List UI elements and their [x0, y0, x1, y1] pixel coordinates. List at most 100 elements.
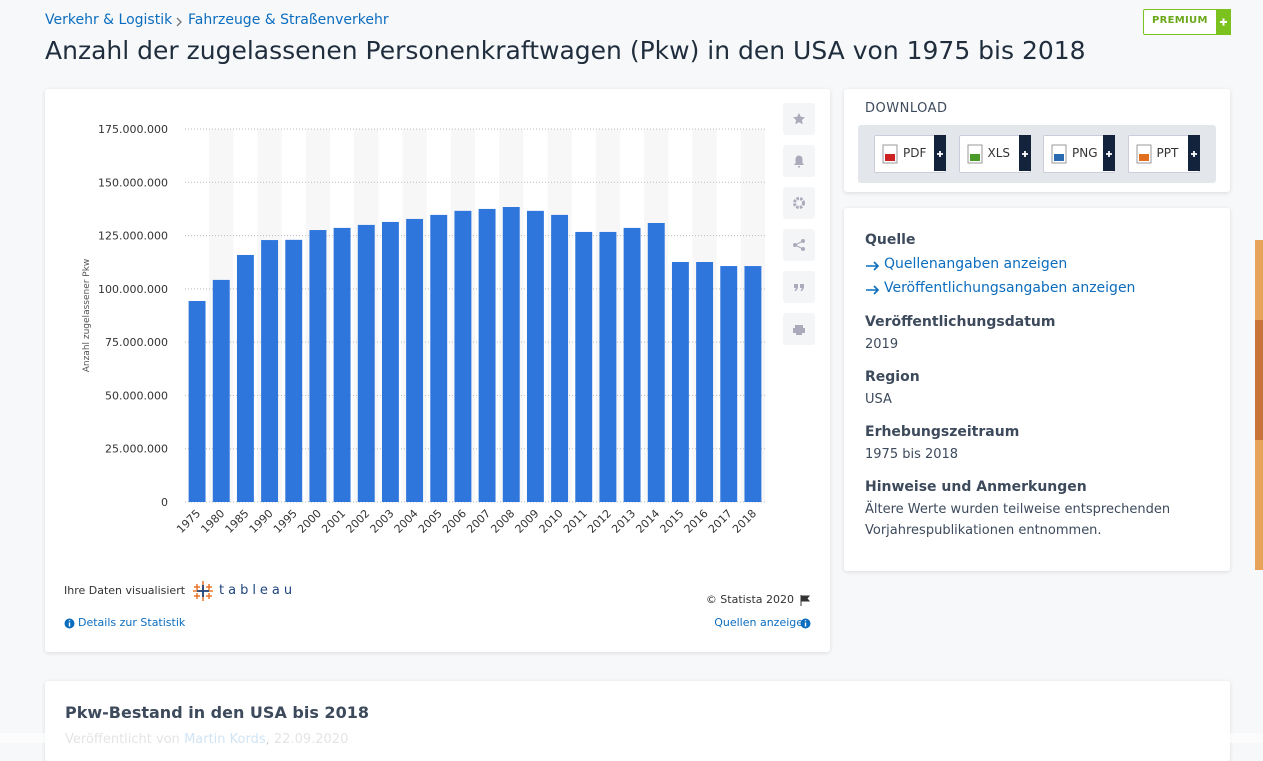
source-heading: Quelle: [865, 232, 916, 248]
file-icon: [1136, 144, 1151, 164]
bar: [261, 240, 279, 502]
info-text: 1975 bis 2018: [865, 447, 959, 462]
download-card: DOWNLOAD PDF XLS PNG PPT: [844, 89, 1230, 192]
x-tick-label: 2010: [537, 507, 566, 536]
x-tick-label: 2011: [561, 507, 590, 536]
file-icon: [882, 144, 898, 164]
source-link[interactable]: Veröffentlichungsangaben anzeigen: [884, 280, 1136, 296]
bar: [236, 254, 254, 502]
share-icon: [793, 239, 805, 251]
x-tick-label: 2000: [295, 507, 324, 536]
breadcrumb-link[interactable]: Verkehr & Logistik: [45, 12, 173, 28]
bar: [406, 218, 424, 502]
info-card: Quelle Quellenangaben anzeigen Veröffentl…: [844, 208, 1230, 571]
x-tick-label: 2014: [633, 507, 662, 536]
settings-button[interactable]: [783, 187, 815, 219]
related-title: Pkw-Bestand in den USA bis 2018: [65, 703, 369, 722]
x-tick-label: 2005: [416, 507, 445, 536]
bar: [502, 207, 520, 502]
download-button[interactable]: PPT: [1127, 135, 1200, 173]
bar: [744, 266, 762, 502]
file-badge: [1054, 154, 1064, 161]
bar: [478, 208, 496, 502]
favorite-button[interactable]: [783, 103, 815, 135]
tableau-logo: [193, 581, 213, 601]
plus-sign: [1190, 151, 1197, 157]
bar: [647, 222, 665, 502]
page: Statista {"breadcrumb": ["Verkehr & Logi…: [0, 9, 1263, 747]
tableau-wordmark: tableau: [219, 583, 297, 598]
x-tick-label: 2001: [319, 507, 348, 536]
plus-sign: [1021, 151, 1028, 157]
copyright: © Statista 2020: [705, 593, 794, 606]
info-heading: Erhebungszeitraum: [865, 424, 1020, 440]
bar: [430, 214, 448, 502]
file-icon: [967, 144, 982, 164]
x-tick-label: 2003: [368, 507, 397, 536]
x-tick-label: 2002: [343, 507, 372, 536]
x-tick-label: 1975: [174, 507, 203, 536]
fade: [0, 733, 1263, 743]
y-tick-label: 50.000.000: [105, 389, 168, 402]
y-axis-title: Anzahl zugelassener Pkw: [82, 259, 92, 373]
bar: [696, 262, 714, 502]
y-tick-label: 175.000.000: [98, 123, 168, 136]
x-tick-label: 2007: [464, 507, 493, 536]
download-label: PDF: [903, 146, 927, 160]
x-tick-label: 2018: [730, 507, 759, 536]
premium-plus: [1216, 9, 1231, 35]
file-icon: [1051, 144, 1067, 164]
download-button[interactable]: XLS: [958, 135, 1031, 173]
share-button[interactable]: [783, 229, 815, 261]
x-tick-label: 2004: [392, 507, 421, 536]
premium-button[interactable]: PREMIUM: [1143, 9, 1231, 35]
cite-button[interactable]: [783, 271, 815, 303]
x-tick-label: 2013: [609, 507, 638, 536]
x-tick-label: 2006: [440, 507, 469, 536]
x-tick-label: 2008: [488, 507, 517, 536]
print-button[interactable]: [783, 313, 815, 345]
info-icon: [800, 618, 811, 629]
sources-link[interactable]: Quellen anzeigen: [714, 616, 810, 629]
bar: [381, 221, 399, 502]
download-button[interactable]: PDF: [874, 135, 946, 173]
x-tick-label: 2009: [513, 507, 542, 536]
file-badge: [969, 154, 980, 161]
flag-icon: [800, 595, 811, 606]
bar: [720, 266, 738, 502]
chart-card: 0 25.000.000 50.000.000 75.000.000 100.000.0…: [45, 89, 830, 652]
x-tick-label: 1990: [247, 507, 276, 536]
file-badge: [885, 154, 895, 161]
bar: [623, 227, 641, 502]
plus-sign: [1106, 151, 1112, 157]
bar: [333, 227, 351, 502]
bar: [188, 301, 206, 502]
x-tick-label: 1980: [198, 507, 227, 536]
breadcrumb-link[interactable]: Fahrzeuge & Straßenverkehr: [188, 12, 389, 28]
y-tick-label: 150.000.000: [98, 176, 168, 189]
bar: [357, 224, 375, 502]
info-text: 2019: [865, 337, 899, 352]
info-text: Ältere Werte wurden teilweise entspreche…: [865, 502, 1171, 538]
quote-icon: [794, 284, 804, 291]
arrow: [866, 261, 880, 271]
download-button[interactable]: PNG: [1043, 135, 1115, 173]
details-link[interactable]: Details zur Statistik: [78, 616, 186, 629]
x-tick-label: 2016: [682, 507, 711, 536]
y-tick-label: 0: [161, 496, 168, 509]
body: Verkehr & Logistik Fahrzeuge & Straßenve…: [0, 9, 1263, 747]
x-tick-label: 2015: [658, 507, 687, 536]
arrow-icon: [866, 285, 880, 295]
y-tick-label: 100.000.000: [98, 283, 168, 296]
info-heading: Veröffentlichungsdatum: [865, 314, 1056, 330]
y-tick-label: 125.000.000: [98, 230, 168, 243]
premium-label: PREMIUM: [1152, 15, 1208, 26]
alert-button[interactable]: [783, 145, 815, 177]
source-link[interactable]: Quellenangaben anzeigen: [884, 256, 1068, 272]
bar: [551, 214, 569, 502]
x-tick-label: 2012: [585, 507, 614, 536]
download-label: XLS: [987, 146, 1011, 160]
download-plus: [1103, 135, 1115, 171]
download-title: DOWNLOAD: [865, 101, 948, 116]
bar: [309, 230, 327, 502]
